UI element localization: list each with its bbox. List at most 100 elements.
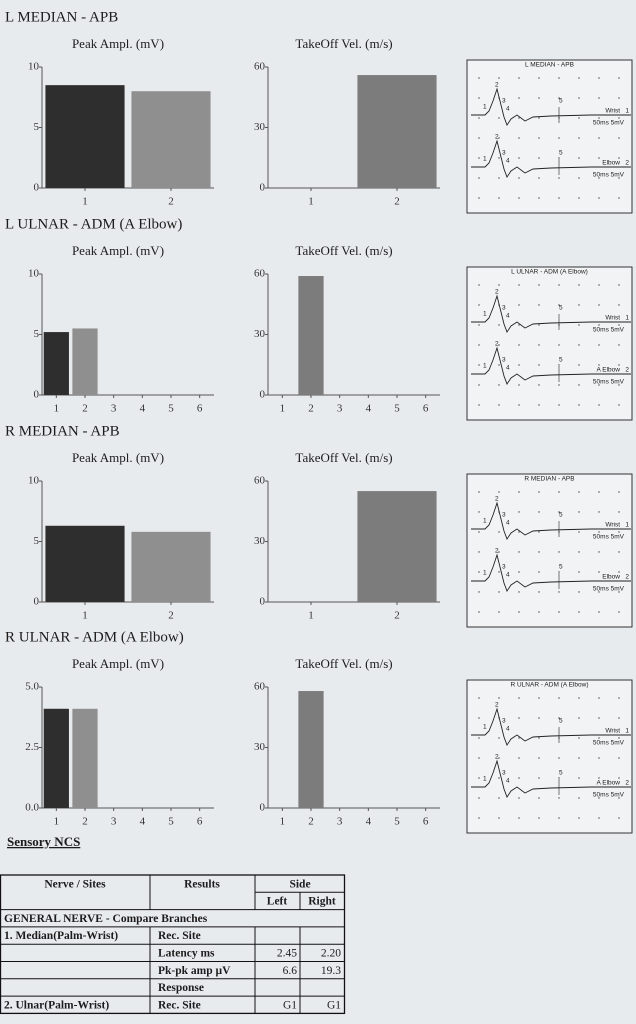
bar (45, 525, 125, 602)
grid-dot (538, 157, 540, 159)
grid-dot (498, 137, 500, 139)
grid-dot (518, 364, 520, 366)
bar (43, 708, 69, 808)
peak-marker: 1 (483, 570, 487, 577)
grid-dot (498, 197, 500, 199)
grid-dot (598, 511, 600, 513)
grid-dot (598, 491, 600, 493)
grid-dot (618, 777, 620, 779)
grid-dot (618, 344, 620, 346)
trace-site: Wrist (605, 728, 620, 735)
grid-dot (518, 797, 520, 799)
x-tick-label: 3 (111, 816, 117, 828)
grid-dot (538, 364, 540, 366)
grid-dot (578, 384, 580, 386)
grid-dot (498, 177, 500, 179)
grid-dot (598, 137, 600, 139)
chart-title: Peak Ampl. (mV) (72, 243, 164, 258)
grid-dot (478, 817, 480, 819)
waveform-trace (471, 707, 631, 746)
y-tick-label: 60 (254, 61, 266, 73)
grid-dot (578, 531, 580, 533)
grid-dot (618, 404, 620, 406)
grid-dot (478, 177, 480, 179)
nerve-cell: GENERAL NERVE - Compare Branches (4, 913, 208, 925)
grid-dot (538, 491, 540, 493)
grid-dot (538, 304, 540, 306)
grid-dot (498, 571, 500, 573)
grid-dot (518, 757, 520, 759)
y-tick-label: 10 (28, 475, 40, 487)
x-tick-label: 2 (82, 403, 88, 415)
grid-dot (538, 284, 540, 286)
grid-dot (478, 611, 480, 613)
trace-number: 2 (625, 574, 629, 581)
x-tick-label: 6 (197, 403, 203, 415)
grid-dot (598, 404, 600, 406)
peak-marker: 2 (495, 82, 499, 89)
grid-dot (598, 344, 600, 346)
section-heading: Sensory NCS (7, 834, 80, 849)
grid-dot (538, 551, 540, 553)
grid-dot (598, 384, 600, 386)
trace-scale: 50ms 5mV (593, 534, 625, 541)
grid-dot (498, 777, 500, 779)
grid-dot (538, 571, 540, 573)
grid-dot (478, 197, 480, 199)
header-cell: Right (308, 896, 336, 908)
peak-marker: 3 (502, 357, 506, 364)
y-tick-label: 30 (254, 741, 266, 753)
grid-dot (498, 817, 500, 819)
grid-dot (598, 157, 600, 159)
grid-dot (538, 404, 540, 406)
chart-title: Peak Ampl. (mV) (72, 36, 164, 51)
value-cell: 2.45 (277, 947, 297, 959)
x-tick-label: 2 (394, 196, 400, 208)
grid-dot (618, 284, 620, 286)
grid-dot (478, 404, 480, 406)
value-cell: G1 (327, 999, 341, 1011)
grid-dot (598, 77, 600, 79)
value-cell: 19.3 (321, 965, 341, 977)
waveform-trace (471, 87, 631, 126)
grid-dot (578, 324, 580, 326)
grid-dot (618, 384, 620, 386)
grid-dot (578, 364, 580, 366)
grid-dot (478, 571, 480, 573)
peak-marker: 2 (495, 702, 499, 709)
grid-dot (578, 757, 580, 759)
peak-marker: 2 (495, 548, 499, 555)
grid-dot (518, 284, 520, 286)
grid-dot (538, 177, 540, 179)
grid-dot (618, 611, 620, 613)
trace-number: 1 (625, 108, 629, 115)
grid-dot (538, 757, 540, 759)
waveform-trace (471, 294, 631, 333)
bar (43, 332, 69, 395)
peak-marker: 1 (483, 104, 487, 111)
bar (357, 75, 437, 188)
grid-dot (578, 571, 580, 573)
peak-marker: 3 (502, 305, 506, 312)
grid-dot (518, 404, 520, 406)
grid-dot (618, 491, 620, 493)
header-cell: Nerve / Sites (44, 878, 106, 890)
peak-marker: 1 (483, 363, 487, 370)
x-tick-label: 6 (423, 816, 429, 828)
nerve-cell: 2. Ulnar(Palm-Wrist) (4, 999, 109, 1011)
grid-dot (618, 697, 620, 699)
x-tick-label: 2 (308, 816, 314, 828)
grid-dot (498, 591, 500, 593)
grid-dot (478, 77, 480, 79)
trace-scale: 50ms 5mV (593, 120, 625, 127)
x-tick-label: 5 (394, 816, 400, 828)
peak-marker: 5 (559, 98, 563, 105)
grid-dot (518, 777, 520, 779)
y-tick-label: 5.0 (25, 681, 39, 693)
grid-dot (478, 137, 480, 139)
grid-dot (578, 284, 580, 286)
trace-number: 2 (625, 367, 629, 374)
chart-title: TakeOff Vel. (m/s) (295, 36, 392, 51)
grid-dot (618, 157, 620, 159)
grid-dot (558, 137, 560, 139)
